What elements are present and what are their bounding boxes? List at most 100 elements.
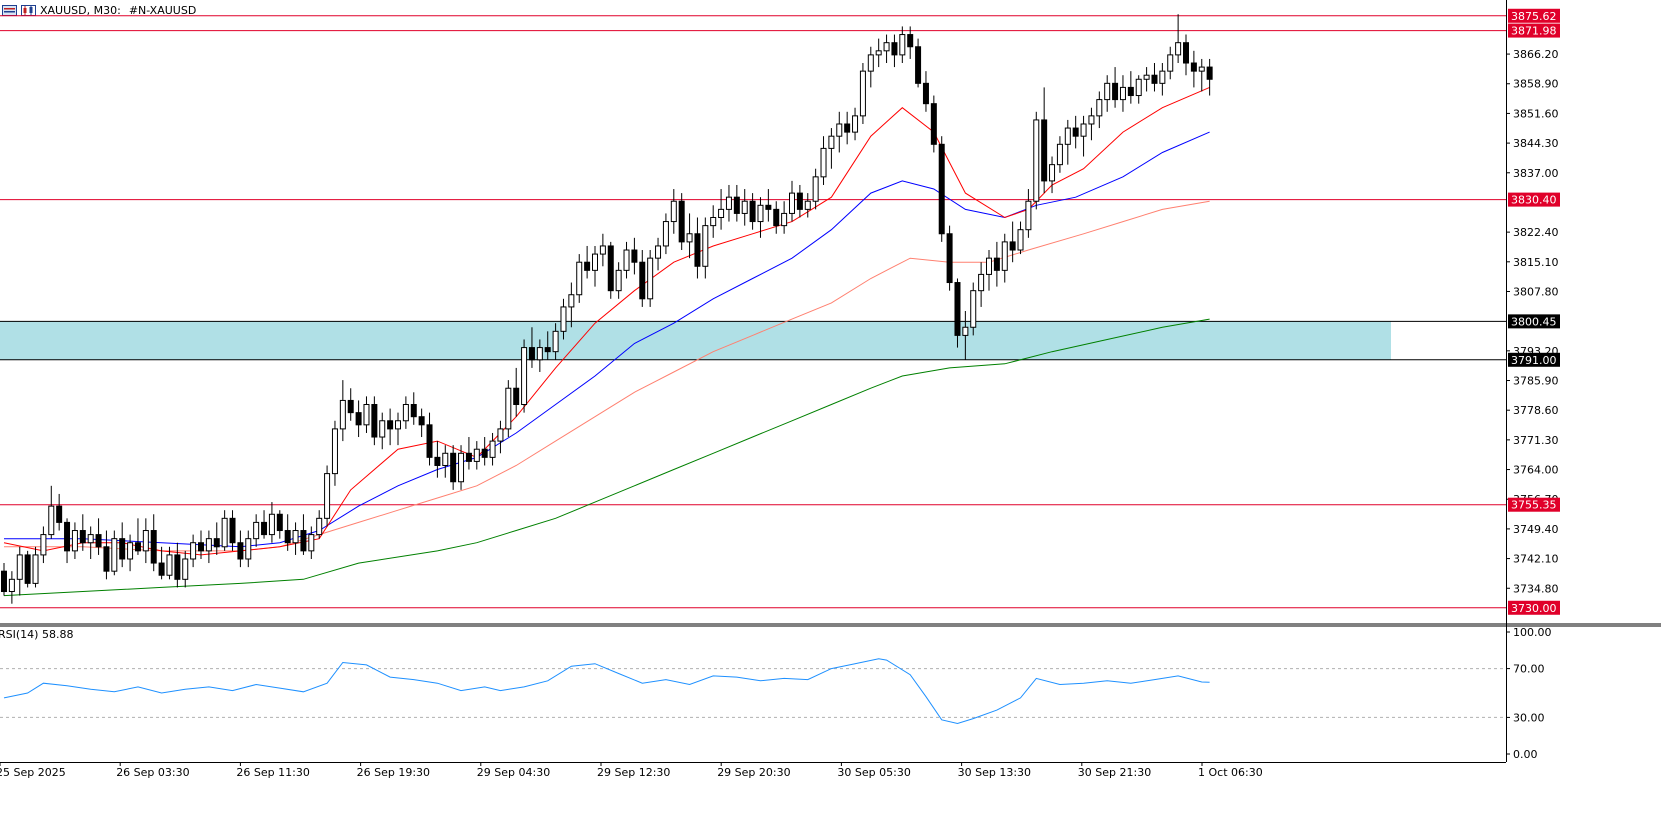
symbol-label: XAUUSD, M30: (40, 3, 121, 17)
candle (1009, 221, 1016, 263)
zone-price-tag-label: 3800.45 (1511, 315, 1557, 328)
candle-body (859, 70, 866, 117)
candle (1017, 221, 1024, 255)
candle-body (1072, 127, 1079, 137)
candle-body (922, 82, 929, 105)
candle (1088, 107, 1095, 141)
candle (536, 339, 543, 372)
candle (528, 327, 535, 368)
candle-body (434, 456, 441, 466)
candle-body (725, 196, 732, 210)
candle (1167, 46, 1174, 80)
candle (560, 298, 567, 340)
candle (789, 180, 795, 222)
price-tick-label: 3771.30 (1513, 434, 1559, 447)
candle-body (237, 542, 244, 560)
candle (253, 514, 260, 547)
candle (513, 367, 520, 417)
level-price-tag (1508, 192, 1560, 207)
candle (79, 514, 86, 551)
price-tick-label: 3749.40 (1513, 523, 1559, 536)
candle (592, 245, 598, 287)
candle-body (789, 192, 795, 214)
candle (473, 441, 480, 470)
candle-body (867, 54, 874, 72)
candle-body (1151, 74, 1158, 84)
time-tick-label: 29 Sep 12:30 (597, 766, 670, 779)
candle-body (883, 42, 890, 52)
candle (568, 282, 575, 328)
zone-price-tag (1508, 352, 1560, 367)
price-tick-label: 3866.20 (1513, 48, 1559, 61)
candle (331, 420, 338, 486)
candle (899, 26, 906, 64)
candle-body (584, 261, 591, 271)
level-price-tag (1508, 23, 1560, 38)
candle-body (142, 530, 149, 552)
candle-body (245, 538, 252, 560)
candle-body (741, 200, 748, 214)
candle-body (190, 542, 197, 560)
candle (426, 412, 433, 466)
candle-body (528, 347, 535, 361)
candle (741, 189, 748, 226)
candle-body (962, 326, 969, 336)
candle (962, 311, 969, 360)
candle-body (284, 530, 291, 544)
candle-body (103, 546, 110, 572)
candle (465, 437, 472, 470)
candle (442, 445, 449, 478)
candle (16, 546, 23, 596)
candle (639, 250, 646, 307)
zone-price-tag (1508, 314, 1560, 329)
candle-body (205, 538, 212, 552)
price-tick-label: 3764.00 (1513, 464, 1559, 477)
candle-body (24, 554, 31, 584)
candle-body (1206, 66, 1213, 80)
candle-body (355, 412, 362, 426)
candle-body (836, 123, 843, 137)
candle-body (339, 399, 346, 430)
candle (757, 197, 764, 238)
price-tick-label: 3778.60 (1513, 404, 1559, 417)
candle-body (442, 452, 449, 466)
rsi-tick-label: 0.00 (1513, 748, 1538, 761)
candle-body (1135, 78, 1142, 97)
candle-body (702, 225, 709, 267)
candle (773, 201, 780, 234)
candle (678, 193, 685, 251)
candle (615, 262, 622, 299)
candle-body (1112, 82, 1119, 101)
candle (434, 441, 441, 478)
candle (213, 522, 220, 555)
candle-body (458, 452, 465, 483)
candle (40, 526, 47, 564)
candle-body (308, 534, 315, 552)
candle (174, 542, 181, 588)
candle-body (402, 404, 409, 422)
candle (481, 437, 488, 466)
price-tick-label: 3734.80 (1513, 582, 1559, 595)
level-price-tag (1508, 497, 1560, 512)
candle (1198, 58, 1205, 92)
candle (710, 205, 717, 238)
candle (662, 213, 669, 255)
candle (584, 245, 591, 279)
candle-body (1167, 54, 1174, 72)
candle-body (607, 245, 614, 292)
candle-body (828, 135, 835, 149)
candle-body (158, 562, 165, 576)
candle (796, 184, 803, 218)
candle (954, 278, 961, 348)
candle-body (930, 103, 937, 145)
candle-body (796, 192, 803, 210)
candle-body (1, 570, 7, 593)
candle (1104, 75, 1111, 112)
candle (1049, 156, 1056, 194)
candle (1025, 189, 1032, 238)
candle-body (1175, 42, 1182, 56)
candle (221, 510, 228, 551)
candle (458, 445, 465, 490)
candle-body (954, 282, 961, 336)
